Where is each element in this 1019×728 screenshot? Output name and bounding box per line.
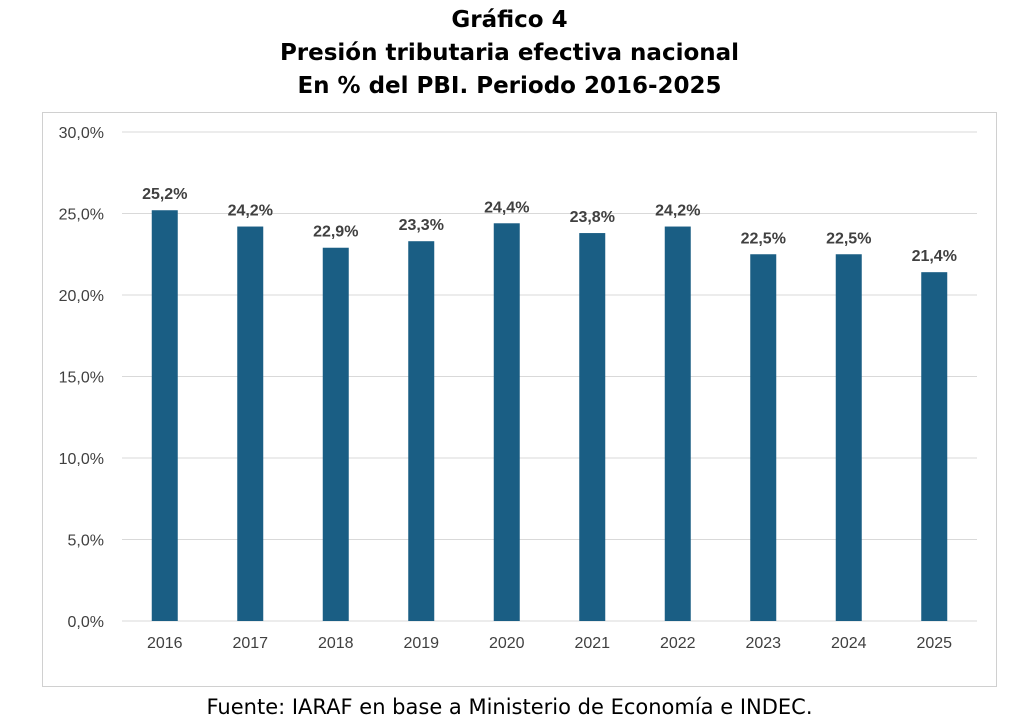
bar-2021 <box>579 233 606 621</box>
x-tick-label: 2021 <box>574 635 610 652</box>
data-label-2023: 22,5% <box>741 230 786 247</box>
data-label-2016: 25,2% <box>142 186 187 203</box>
source-note: Fuente: IARAF en base a Ministerio de Ec… <box>206 695 813 719</box>
x-tick-label: 2022 <box>660 635 696 652</box>
x-tick-label: 2023 <box>745 635 781 652</box>
y-tick-label: 15,0% <box>59 370 104 387</box>
x-tick-label: 2025 <box>916 635 952 652</box>
y-axis-ticks: 0,0% 5,0% 10,0% 15,0% 20,0% 25,0% 30,0% <box>59 125 104 631</box>
y-tick-label: 5,0% <box>68 533 104 550</box>
bar-2016 <box>151 210 178 622</box>
bar-2025 <box>921 272 948 621</box>
data-label-2021: 23,8% <box>570 209 615 226</box>
y-tick-label: 10,0% <box>59 451 104 468</box>
data-label-2018: 22,9% <box>313 224 358 241</box>
y-tick-label: 20,0% <box>59 288 104 305</box>
data-label-2017: 24,2% <box>228 203 273 220</box>
data-label-2025: 21,4% <box>912 248 957 265</box>
x-tick-label: 2020 <box>489 635 525 652</box>
data-labels: 25,2% 24,2% 22,9% 23,3% 24,4% 23,8% 24,2% 22,5%… <box>142 186 957 265</box>
chart-frame <box>42 112 997 687</box>
chart-subtitle: En % del PBI. Periodo 2016-2025 <box>297 73 722 99</box>
x-axis-ticks: 2016 2017 2018 2019 2020 2021 2022 2023 2024 2025 <box>147 635 952 652</box>
chart-title-block: Gráfico 4 Presión tributaria efectiva na… <box>0 4 1019 103</box>
bar-2017 <box>237 226 264 622</box>
bar-2020 <box>493 223 520 621</box>
bar-2022 <box>664 226 691 622</box>
data-label-2022: 24,2% <box>655 203 700 220</box>
x-tick-label: 2024 <box>831 635 867 652</box>
data-label-2019: 23,3% <box>399 217 444 234</box>
x-tick-label: 2019 <box>403 635 439 652</box>
y-tick-label: 30,0% <box>59 125 104 142</box>
chart-title: Presión tributaria efectiva nacional <box>279 40 740 66</box>
bar-chart: 0,0%5,0%10,0%15,0%20,0%25,0%30,0% 25,2%2… <box>59 125 977 652</box>
x-tick-label: 2017 <box>232 635 268 652</box>
x-tick-label: 2018 <box>318 635 354 652</box>
x-tick-label: 2016 <box>147 635 183 652</box>
y-tick-label: 25,0% <box>59 207 104 224</box>
bars <box>151 210 948 622</box>
data-label-2024: 22,5% <box>826 230 871 247</box>
bar-2023 <box>750 254 777 621</box>
grid-lines <box>122 131 977 622</box>
bar-2018 <box>322 247 349 622</box>
figure-number: Gráfico 4 <box>451 7 568 33</box>
bar-2019 <box>408 241 435 621</box>
y-tick-label: 0,0% <box>68 614 104 631</box>
bar-2024 <box>835 254 862 621</box>
data-label-2020: 24,4% <box>484 199 529 216</box>
